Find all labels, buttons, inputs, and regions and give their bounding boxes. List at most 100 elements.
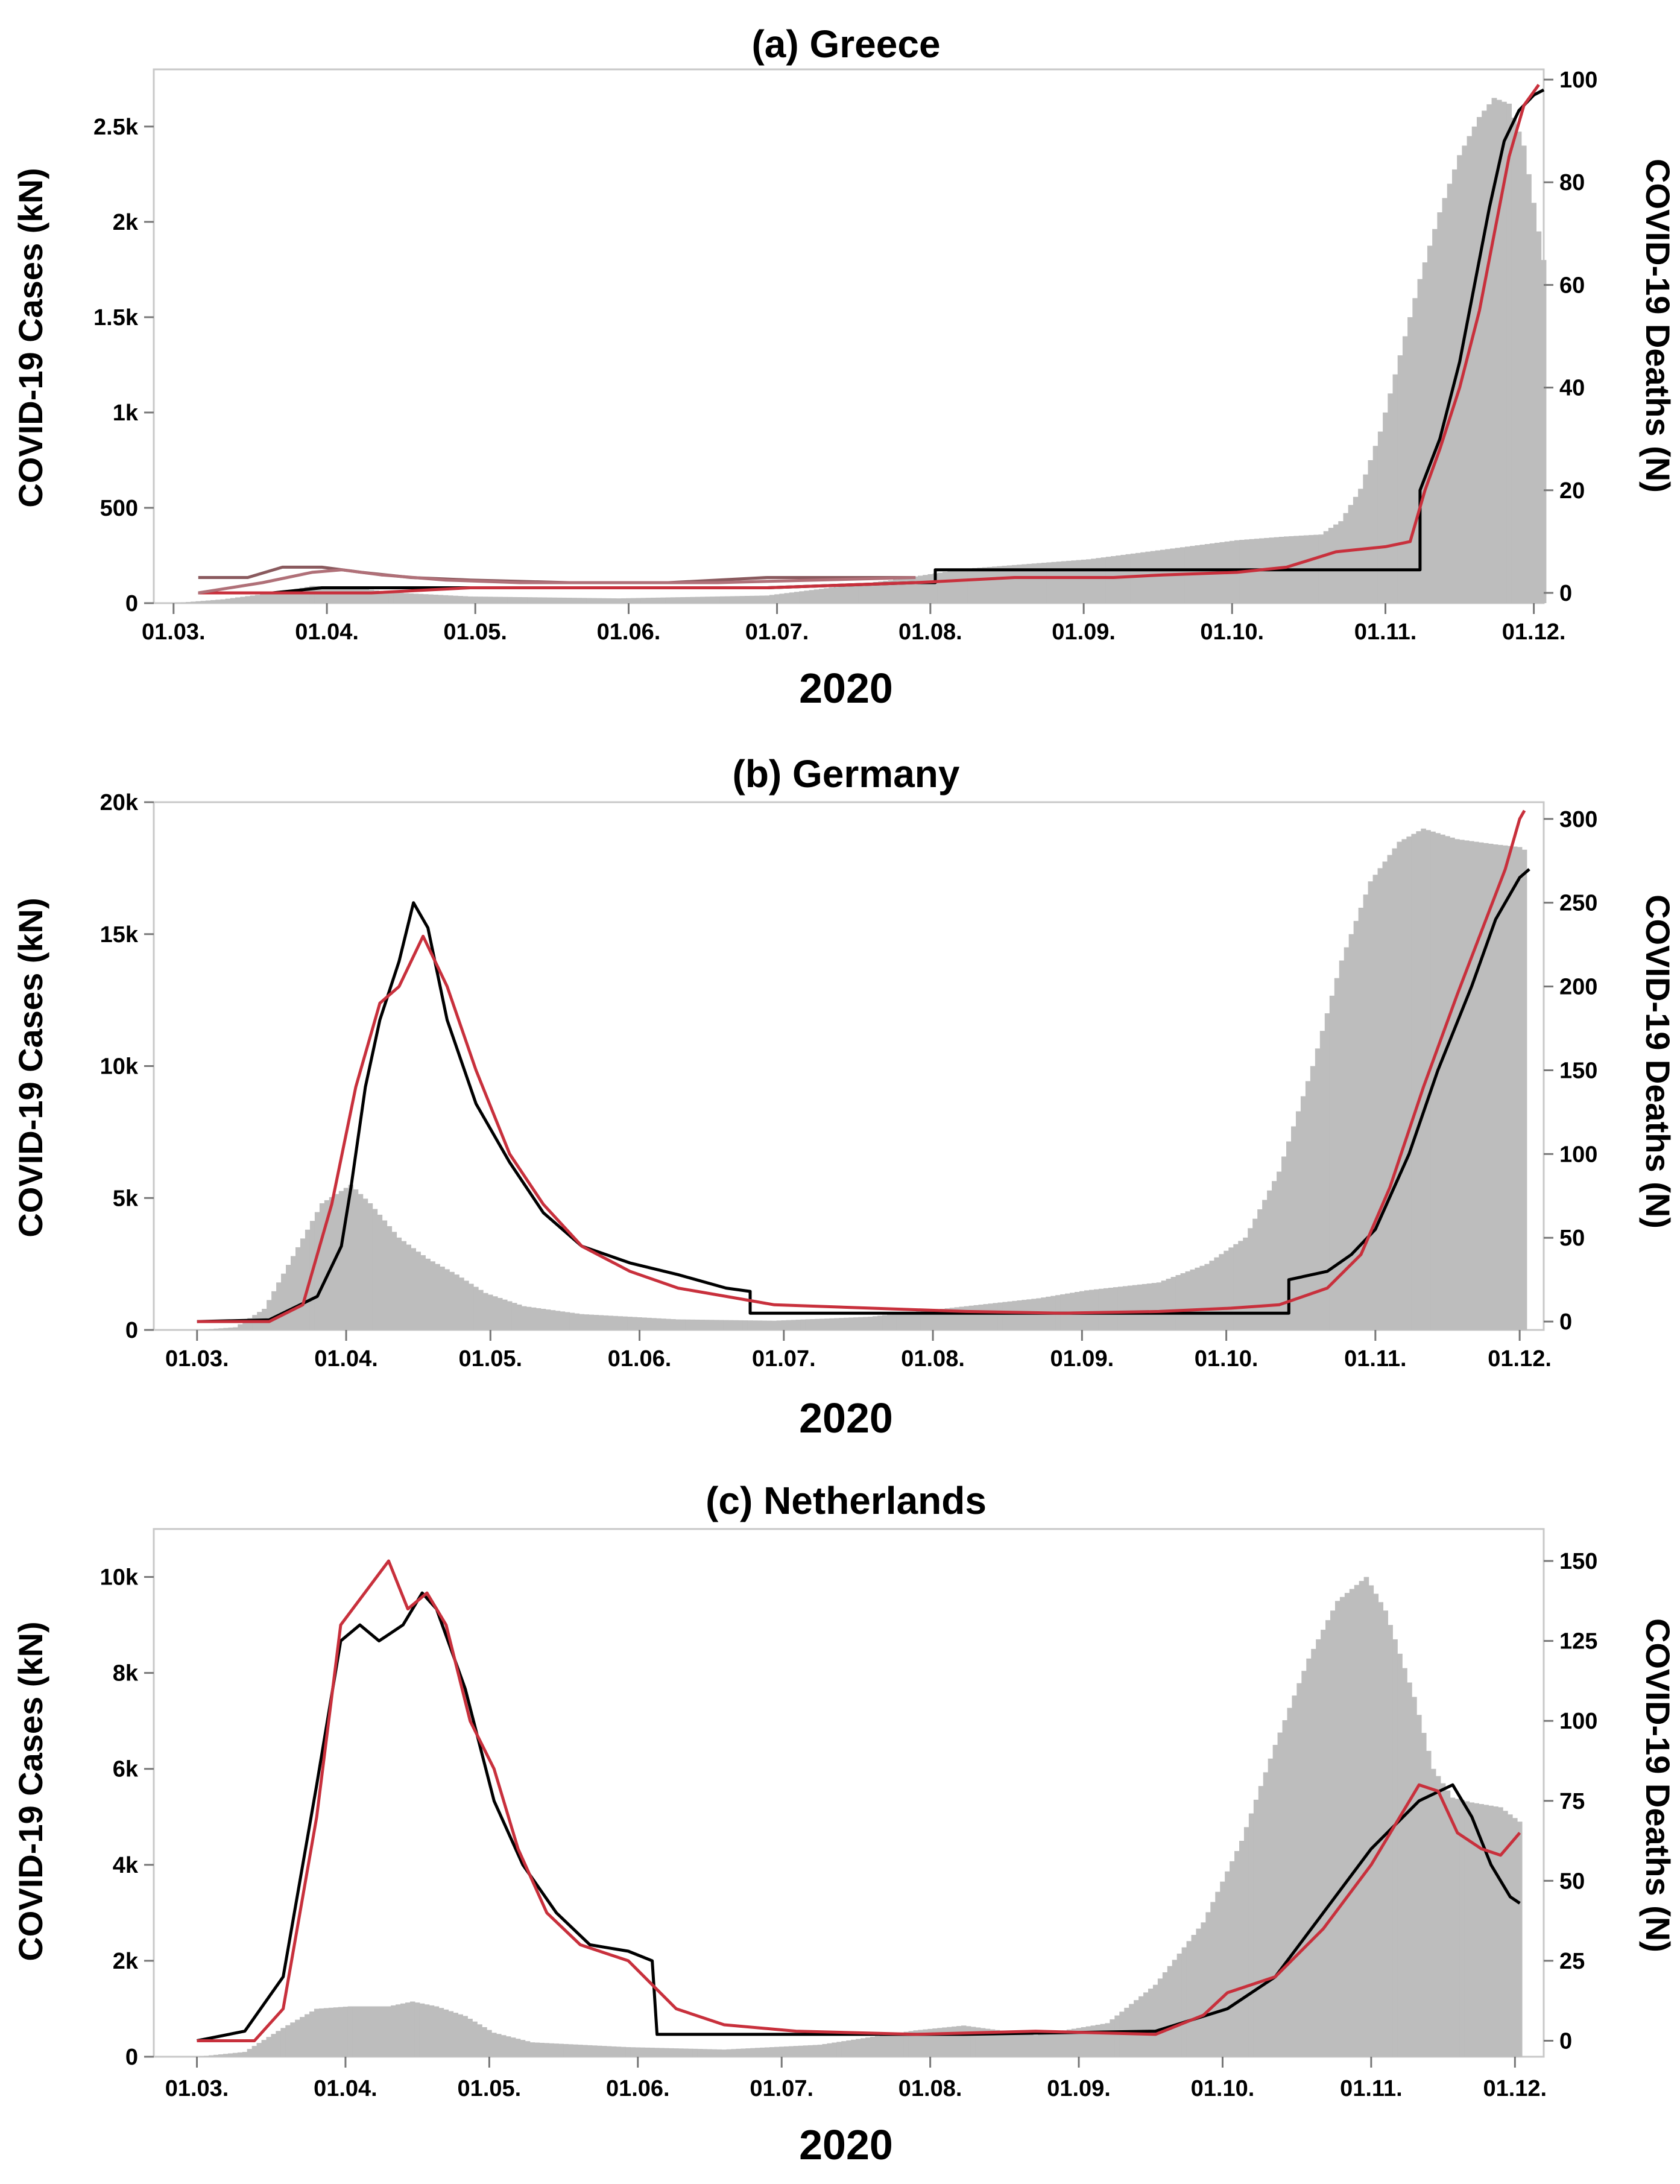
cases-bar bbox=[333, 1194, 339, 1330]
cases-bar bbox=[1501, 101, 1507, 603]
cases-bar bbox=[1047, 2033, 1053, 2057]
left-y-tick-label: 2.5k bbox=[93, 115, 139, 140]
right-y-tick-label: 125 bbox=[1559, 1629, 1597, 1654]
cases-bar bbox=[191, 601, 197, 603]
cases-bar bbox=[209, 1329, 214, 1330]
cases-bar bbox=[1181, 1947, 1187, 2057]
cases-bar bbox=[237, 2052, 243, 2057]
cases-bar bbox=[1416, 1715, 1422, 2057]
cases-bar bbox=[1076, 560, 1082, 603]
right-y-tick-label: 80 bbox=[1559, 170, 1585, 195]
cases-bar bbox=[596, 598, 602, 603]
cases-bar bbox=[999, 2030, 1005, 2057]
cases-bar bbox=[1023, 2034, 1029, 2057]
cases-bar bbox=[349, 587, 355, 603]
deaths-line-4 bbox=[198, 568, 916, 595]
cases-bar bbox=[883, 581, 889, 603]
cases-bar bbox=[1095, 2024, 1101, 2057]
cases-bar bbox=[423, 594, 429, 603]
cases-bar bbox=[225, 598, 231, 603]
cases-bar bbox=[985, 2028, 991, 2057]
cases-bar bbox=[640, 2047, 645, 2057]
cases-bar bbox=[400, 2003, 406, 2057]
cases-bar bbox=[1190, 1269, 1196, 1330]
cases-bar bbox=[611, 2046, 617, 2057]
cases-bar bbox=[581, 598, 587, 603]
cases-bar bbox=[747, 1320, 753, 1330]
cases-bar bbox=[497, 1297, 503, 1330]
cases-bar bbox=[1225, 1871, 1230, 2057]
cases-bar bbox=[848, 585, 854, 603]
cases-bar bbox=[944, 1308, 950, 1330]
cases-bar bbox=[1354, 1584, 1360, 2057]
cases-bar bbox=[1426, 1750, 1432, 2057]
cases-bar bbox=[564, 1312, 570, 1330]
cases-bar bbox=[1120, 554, 1126, 603]
cases-bar bbox=[352, 2006, 358, 2057]
cases-bar bbox=[444, 1269, 450, 1330]
cases-bar bbox=[245, 596, 251, 603]
cases-bar bbox=[539, 2042, 545, 2057]
cases-bar bbox=[1536, 231, 1542, 603]
cases-bar bbox=[680, 597, 686, 603]
cases-bar bbox=[1363, 894, 1369, 1330]
cases-bar bbox=[1469, 841, 1474, 1330]
cases-bar bbox=[1402, 336, 1408, 603]
cases-bar bbox=[1151, 1283, 1157, 1330]
cases-bar bbox=[1101, 557, 1107, 603]
cases-bar bbox=[554, 2043, 559, 2057]
cases-bar bbox=[848, 1317, 854, 1330]
cases-bar bbox=[713, 1320, 719, 1330]
deaths-line-1 bbox=[197, 868, 1530, 1323]
cases-bar bbox=[1052, 2031, 1058, 2057]
cases-bar bbox=[745, 2048, 751, 2057]
cases-bar bbox=[616, 598, 622, 603]
cases-bar bbox=[515, 2039, 521, 2057]
cases-bar bbox=[783, 2046, 789, 2057]
cases-bar bbox=[1046, 562, 1052, 603]
cases-bar bbox=[637, 1317, 642, 1330]
cases-bar bbox=[699, 1320, 705, 1330]
cases-bar bbox=[1508, 1814, 1513, 2057]
cases-bar bbox=[571, 598, 577, 603]
cases-bar bbox=[1185, 1271, 1191, 1330]
cases-bar bbox=[492, 597, 498, 603]
cases-bar bbox=[1348, 934, 1354, 1330]
cases-bar bbox=[1497, 844, 1503, 1330]
cases-bar bbox=[1210, 1902, 1216, 2057]
cases-bar bbox=[1512, 846, 1518, 1330]
x-tick-label: 01.10. bbox=[1191, 2076, 1255, 2101]
cases-bar bbox=[563, 2043, 569, 2057]
cases-bar bbox=[873, 1316, 878, 1330]
cases-bar bbox=[762, 1320, 768, 1330]
cases-bar bbox=[1359, 1581, 1365, 2057]
cases-bar bbox=[603, 1315, 609, 1330]
cases-bar bbox=[1041, 562, 1047, 603]
cases-bar bbox=[449, 1271, 455, 1330]
cases-bar bbox=[1506, 103, 1512, 604]
cases-bar bbox=[215, 600, 221, 603]
cases-bar bbox=[690, 597, 696, 603]
cases-bar bbox=[531, 1307, 537, 1330]
cases-bar bbox=[786, 1320, 792, 1330]
cases-bar bbox=[305, 2014, 310, 2057]
right-y-tick-label: 50 bbox=[1559, 1226, 1585, 1251]
cases-bar bbox=[482, 597, 488, 603]
left-y-tick-label: 4k bbox=[113, 1853, 139, 1878]
cases-bar bbox=[1140, 552, 1146, 603]
cases-bar bbox=[664, 2048, 669, 2057]
cases-bar bbox=[800, 1319, 806, 1330]
cases-bar bbox=[868, 583, 874, 603]
cases-bar bbox=[368, 589, 374, 603]
cases-bar bbox=[913, 2030, 919, 2057]
cases-bar bbox=[954, 1307, 960, 1330]
cases-bar bbox=[372, 1209, 378, 1330]
cases-bar bbox=[1343, 513, 1349, 603]
cases-bar bbox=[937, 572, 943, 603]
cases-bar bbox=[882, 1315, 888, 1330]
cases-bar bbox=[1486, 104, 1492, 604]
cases-bar bbox=[1114, 2015, 1120, 2057]
cases-bar bbox=[1339, 960, 1345, 1330]
cases-bar bbox=[329, 586, 335, 603]
cases-bar bbox=[1437, 212, 1443, 603]
